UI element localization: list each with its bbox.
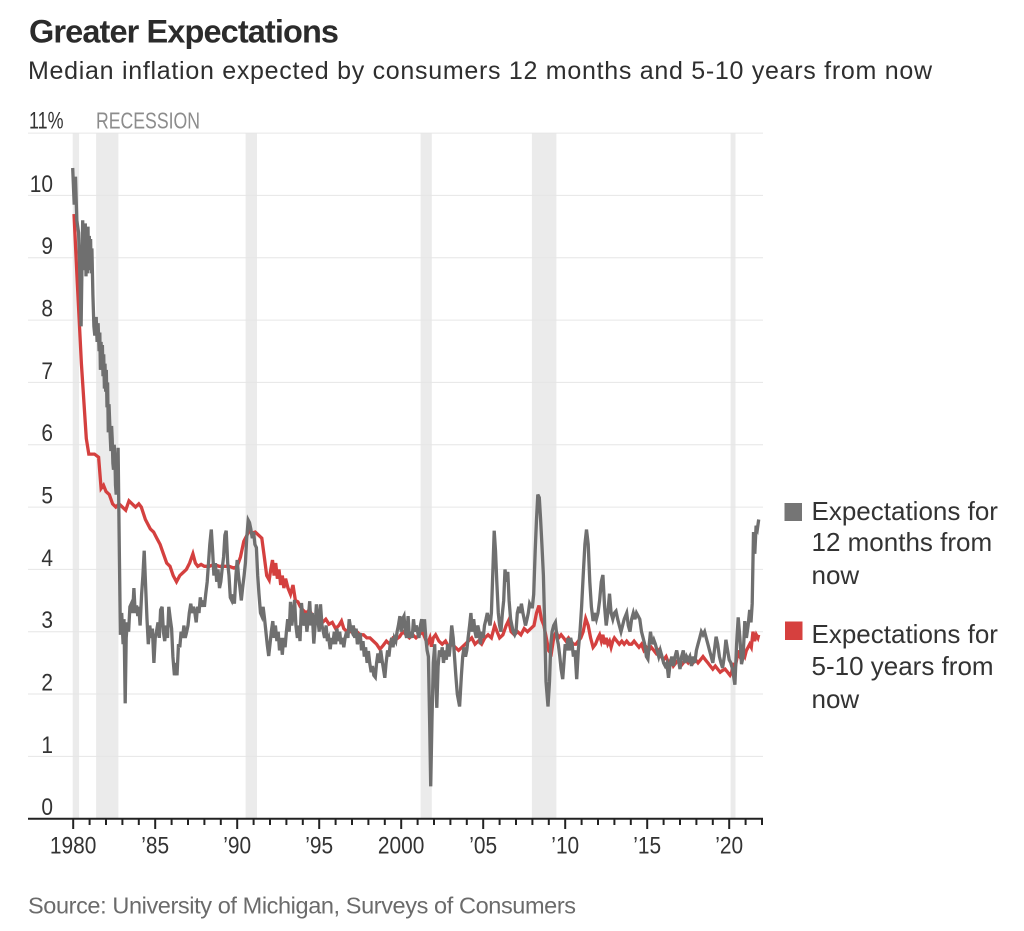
svg-text:10: 10 [30,171,53,198]
svg-text:Greater Expectations: Greater Expectations [29,14,339,50]
svg-text:’10: ’10 [551,832,579,859]
svg-text:’15: ’15 [633,832,661,859]
svg-text:2000: 2000 [378,832,424,859]
svg-text:7: 7 [41,358,53,385]
svg-text:’85: ’85 [141,832,169,859]
svg-text:’90: ’90 [223,832,251,859]
svg-text:9: 9 [41,233,53,260]
svg-text:11%: 11% [29,108,64,135]
svg-text:Expectations for: Expectations for [812,496,999,526]
svg-text:RECESSION: RECESSION [96,108,200,134]
svg-text:’20: ’20 [715,832,743,859]
svg-text:now: now [812,560,860,590]
svg-text:1980: 1980 [50,832,96,859]
svg-text:Source: University of Michigan: Source: University of Michigan, Surveys … [28,893,576,919]
svg-text:1: 1 [41,732,53,759]
svg-text:5-10 years from: 5-10 years from [812,651,994,681]
svg-text:6: 6 [41,420,53,447]
svg-text:2: 2 [41,669,53,696]
svg-text:12 months from: 12 months from [812,527,993,557]
svg-text:4: 4 [41,545,53,572]
svg-text:5: 5 [41,482,53,509]
svg-text:3: 3 [41,607,53,634]
svg-text:8: 8 [41,295,53,322]
svg-text:Expectations for: Expectations for [812,619,999,649]
svg-text:0: 0 [41,794,53,821]
svg-text:’05: ’05 [469,832,497,859]
svg-text:’95: ’95 [305,832,333,859]
svg-text:now: now [812,684,860,714]
svg-text:Median inflation expected by c: Median inflation expected by consumers 1… [28,57,933,85]
